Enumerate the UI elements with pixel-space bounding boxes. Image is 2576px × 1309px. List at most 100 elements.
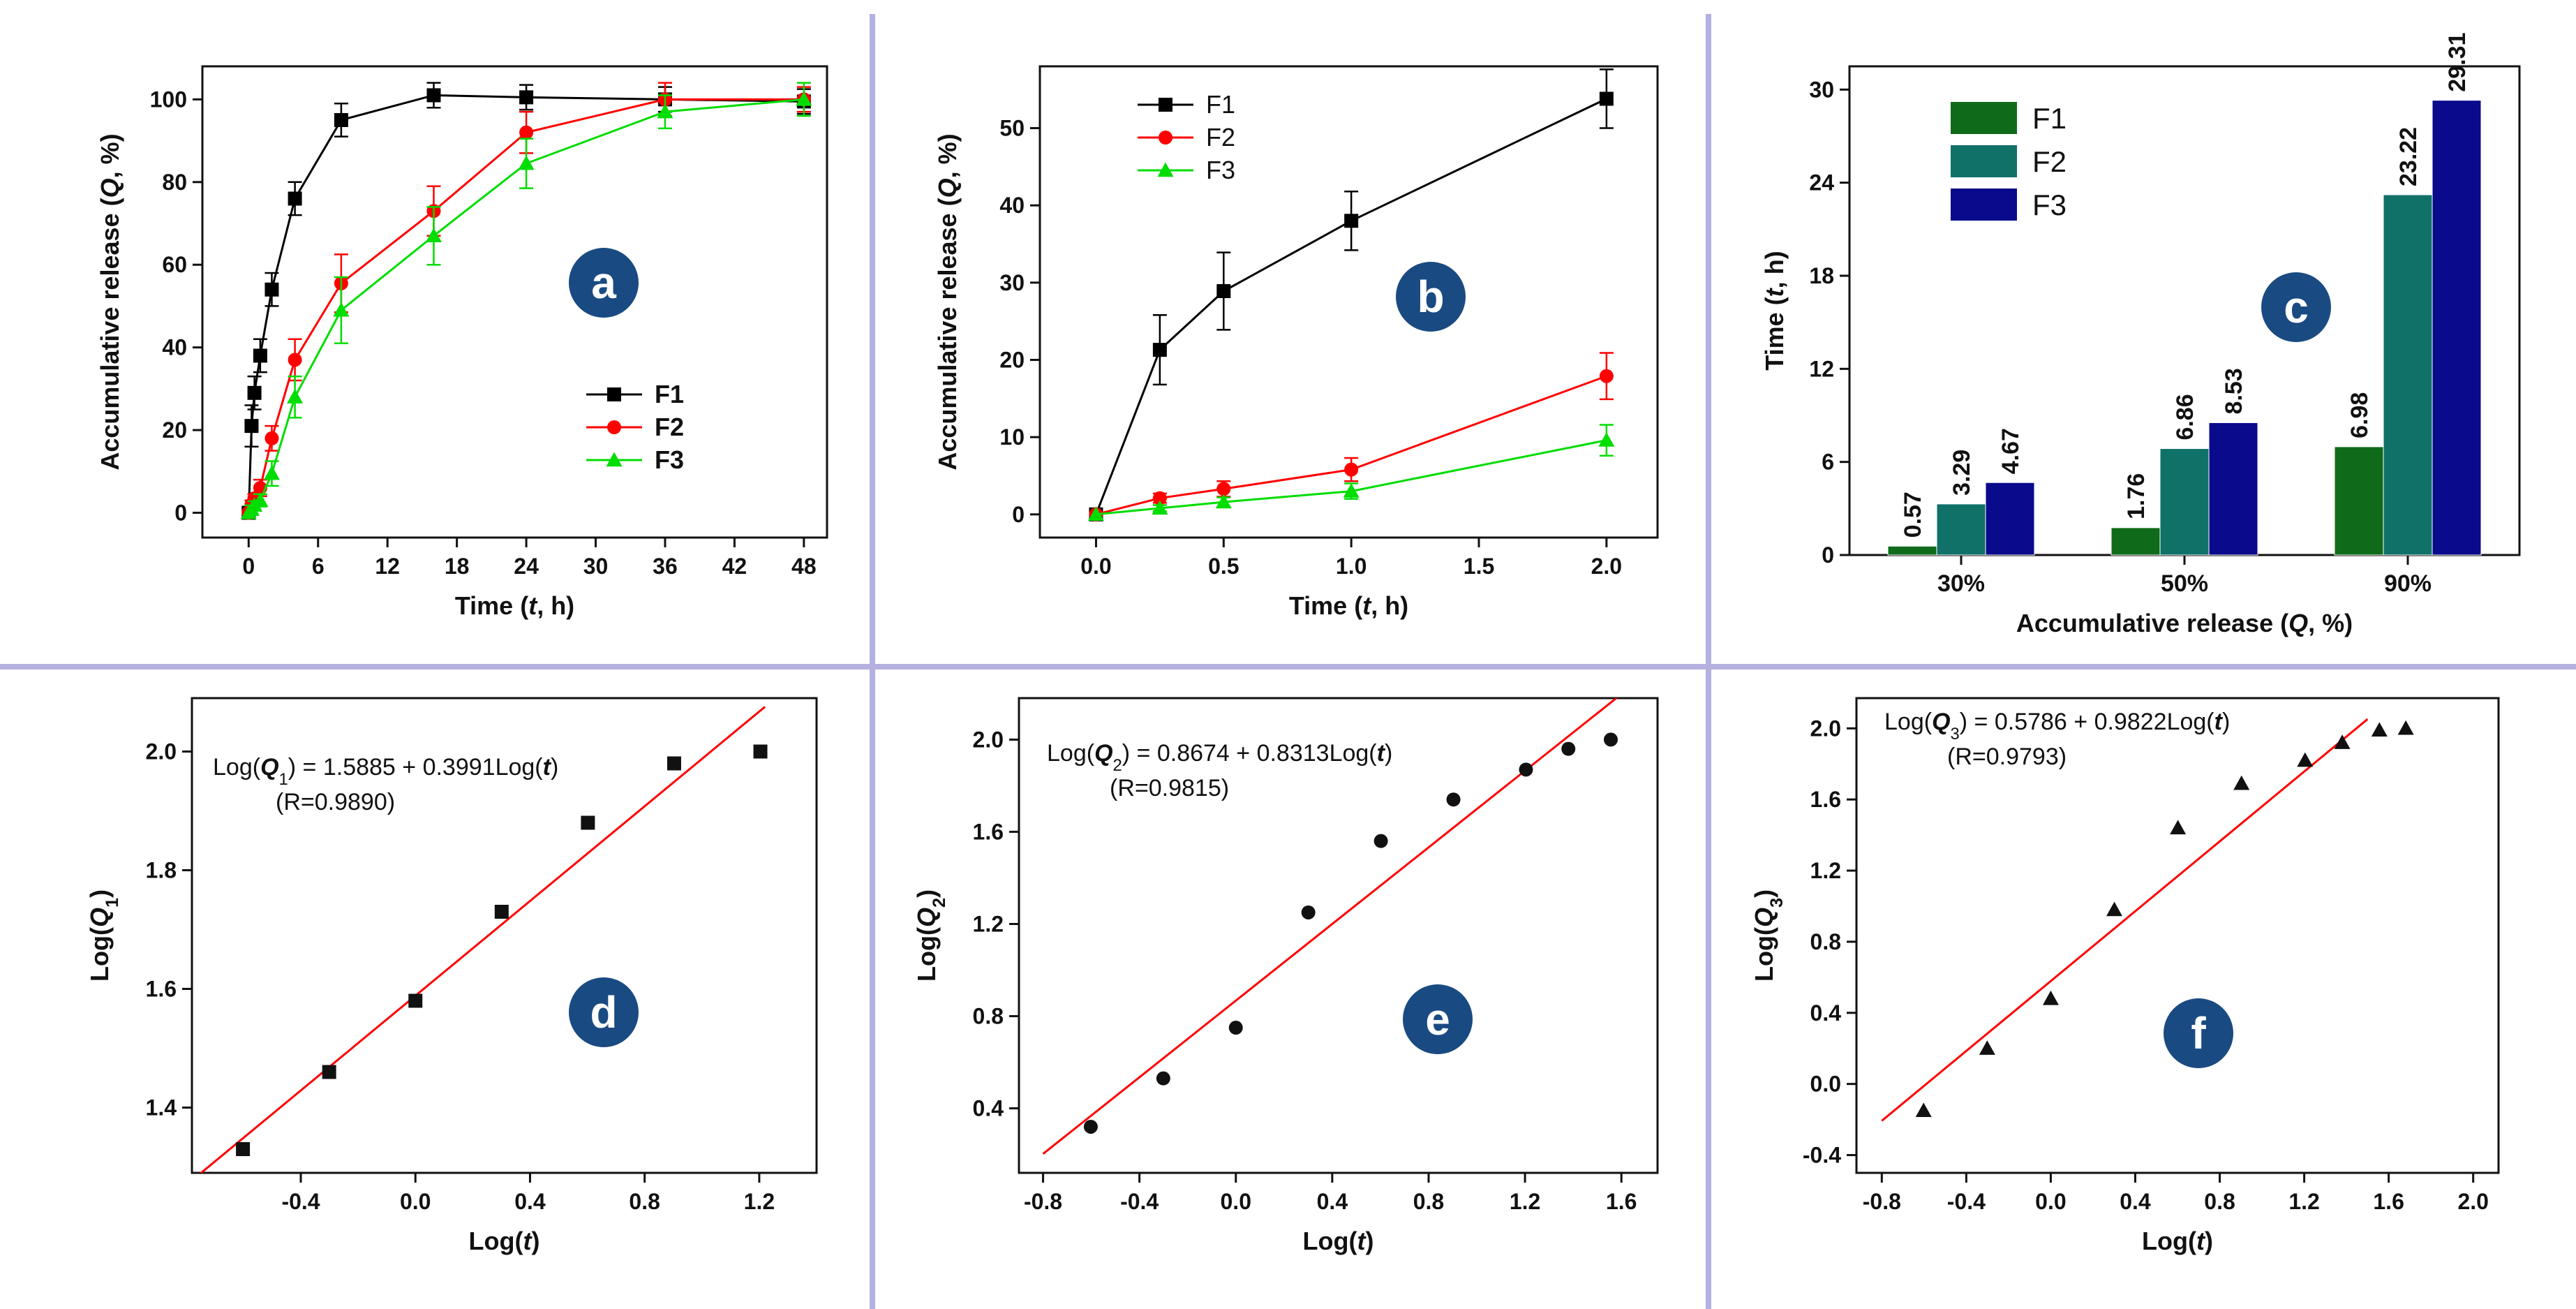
x-tick-label: 24 xyxy=(514,554,539,579)
data-point xyxy=(2334,734,2351,749)
data-point xyxy=(2170,820,2187,835)
series-line-F1 xyxy=(1095,98,1607,515)
x-tick-label: 90% xyxy=(2384,570,2432,597)
y-axis-label-part: Time ( xyxy=(1760,297,1789,370)
data-point xyxy=(1301,905,1316,919)
badge-e xyxy=(1403,984,1473,1054)
data-point xyxy=(581,815,595,830)
legend-label-F3: F3 xyxy=(655,445,684,474)
x-tick-label: 42 xyxy=(722,554,747,579)
data-point-F1 xyxy=(1152,343,1167,357)
x-tick-label: 18 xyxy=(445,554,470,579)
data-point-F1 xyxy=(426,88,441,103)
bar-value-label: 6.86 xyxy=(2172,394,2198,440)
x-axis-label-part: Log( xyxy=(469,1227,523,1255)
y-tick-label: 20 xyxy=(162,417,187,443)
x-tick-label: 1.2 xyxy=(744,1189,775,1214)
x-axis-label: Accumulative release (Q, %) xyxy=(2016,609,2353,637)
y-axis-label-part: ) xyxy=(85,889,114,898)
fit-equation-part: ) xyxy=(551,754,558,781)
legend-marker-F3 xyxy=(1157,162,1174,177)
fit-r-value: (R=0.9890) xyxy=(276,789,395,815)
bar-F2-30% xyxy=(1936,503,1986,556)
y-axis-label-part: , %) xyxy=(96,133,124,178)
x-axis-label-part: , h) xyxy=(1371,591,1408,620)
y-tick-label: 6 xyxy=(1822,450,1834,475)
data-point-F3 xyxy=(252,492,269,507)
data-point xyxy=(1228,1021,1243,1035)
y-axis-label-part: Accumulative release ( xyxy=(96,198,124,470)
fit-r-value: (R=0.9815) xyxy=(1110,775,1229,801)
legend-label-F1: F1 xyxy=(2032,102,2067,135)
y-axis-label-part: 2 xyxy=(930,898,949,908)
y-axis-label: Accumulative release (Q, %) xyxy=(933,133,962,470)
y-axis-label-part: ) xyxy=(912,889,941,898)
y-axis-label-part: Q xyxy=(85,908,114,927)
x-axis-label-part: ) xyxy=(1365,1227,1373,1255)
legend-label-F3: F3 xyxy=(1206,156,1235,184)
data-point-F2 xyxy=(1599,369,1614,383)
bar-value-label: 3.29 xyxy=(1949,450,1975,496)
y-tick-label: 60 xyxy=(162,252,187,277)
data-point xyxy=(1604,732,1618,747)
x-tick-label: 0.4 xyxy=(1317,1189,1348,1214)
fit-equation-part: Q xyxy=(1094,740,1112,767)
y-tick-label: 20 xyxy=(999,347,1025,372)
x-tick-label: 6 xyxy=(312,554,325,579)
y-axis-label-part: Log( xyxy=(1750,927,1778,982)
y-axis-label: Time (t, h) xyxy=(1760,251,1789,370)
data-point xyxy=(2397,720,2414,735)
data-point xyxy=(1373,834,1388,848)
fit-equation-part: Log( xyxy=(1884,709,1933,735)
data-point-F3 xyxy=(657,103,673,119)
y-axis-label: Log(Q1) xyxy=(85,889,122,982)
data-point-F3 xyxy=(796,91,812,106)
y-tick-label: 18 xyxy=(1809,263,1834,288)
bar-F1-90% xyxy=(2334,446,2384,556)
y-tick-label: 0.0 xyxy=(1810,1072,1841,1097)
y-tick-label: 1.4 xyxy=(146,1095,177,1121)
y-axis-label: Accumulative release (Q, %) xyxy=(96,133,124,470)
x-tick-label: 0.4 xyxy=(514,1189,546,1214)
data-point-F3 xyxy=(1343,483,1360,498)
data-point xyxy=(1915,1102,1932,1118)
y-axis-label-part: Q xyxy=(1750,908,1778,927)
fit-equation-part: ) = 1.5885 + 0.3991Log( xyxy=(288,754,544,781)
y-axis-label-part: , h) xyxy=(1760,251,1789,288)
y-tick-label: 80 xyxy=(162,170,187,195)
data-point xyxy=(753,744,768,759)
y-tick-label: 1.6 xyxy=(1810,787,1841,812)
fit-equation: Log(Q1) = 1.5885 + 0.3991Log(t) xyxy=(213,754,558,789)
y-tick-label: 12 xyxy=(1809,356,1834,381)
fit-equation: Log(Q3) = 0.5786 + 0.9822Log(t) xyxy=(1884,709,2230,744)
x-axis-label-part: , h) xyxy=(537,591,574,620)
data-point-F3 xyxy=(1152,500,1168,515)
y-axis-label-part: Q xyxy=(933,178,962,198)
y-tick-label: 1.2 xyxy=(973,911,1004,936)
data-point-F3 xyxy=(1087,506,1104,522)
y-tick-label: 10 xyxy=(999,424,1025,450)
legend-marker-F2 xyxy=(607,420,621,434)
x-tick-label: 30% xyxy=(1937,570,1985,597)
badge-d xyxy=(569,977,639,1047)
axes-frame xyxy=(191,697,818,1174)
bar-F3-30% xyxy=(1985,482,2035,556)
y-tick-label: 30 xyxy=(1809,77,1834,102)
data-point-F2 xyxy=(1344,462,1359,477)
badge-b xyxy=(1396,262,1466,332)
x-tick-label: 1.6 xyxy=(2373,1189,2404,1214)
bar-value-label: 23.22 xyxy=(2395,127,2422,186)
data-point-F2 xyxy=(265,431,279,445)
y-axis-label-part: Log( xyxy=(912,927,941,982)
x-axis-label-part: t xyxy=(1357,1227,1367,1255)
bar-value-label: 8.53 xyxy=(2221,368,2247,414)
fit-equation-part: Log( xyxy=(1047,740,1095,767)
data-point xyxy=(1979,1040,1995,1055)
x-axis-label-part: , %) xyxy=(2308,609,2353,637)
y-tick-label: 1.8 xyxy=(146,858,177,883)
x-axis-label-part: Accumulative release ( xyxy=(2016,609,2288,637)
fit-equation-part: t xyxy=(1377,740,1386,767)
data-point-F3 xyxy=(263,465,280,480)
x-tick-label: -0.4 xyxy=(281,1189,320,1214)
